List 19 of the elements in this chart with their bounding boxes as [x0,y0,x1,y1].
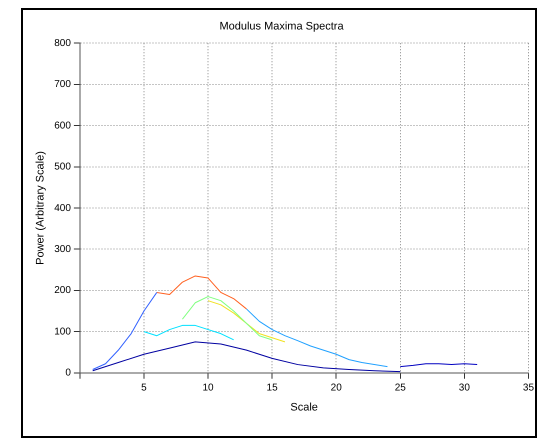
x-tick-label: 35 [522,382,534,394]
y-tick-label: 800 [54,38,72,49]
x-tick-label: 25 [394,382,406,394]
y-axis-title: Power (Arbitrary Scale) [34,151,47,265]
y-tick-label: 200 [54,285,72,296]
y-tick-label: 700 [54,79,72,90]
y-tick-label: 600 [54,120,72,132]
x-tick-label: 15 [266,382,278,394]
y-tick-label: 300 [54,244,72,255]
x-tick-label: 30 [458,382,470,394]
y-tick-label: 100 [54,326,72,338]
chart-title: Modulus Maxima Spectra [219,20,344,33]
y-tick-label: 0 [65,368,72,379]
x-tick-label: 5 [141,382,148,394]
y-tick-label: 500 [54,162,72,173]
x-tick-label: 20 [330,382,342,394]
x-axis-title: Scale [290,401,318,414]
y-tick-label: 400 [54,202,72,214]
x-tick-label: 10 [202,382,214,394]
